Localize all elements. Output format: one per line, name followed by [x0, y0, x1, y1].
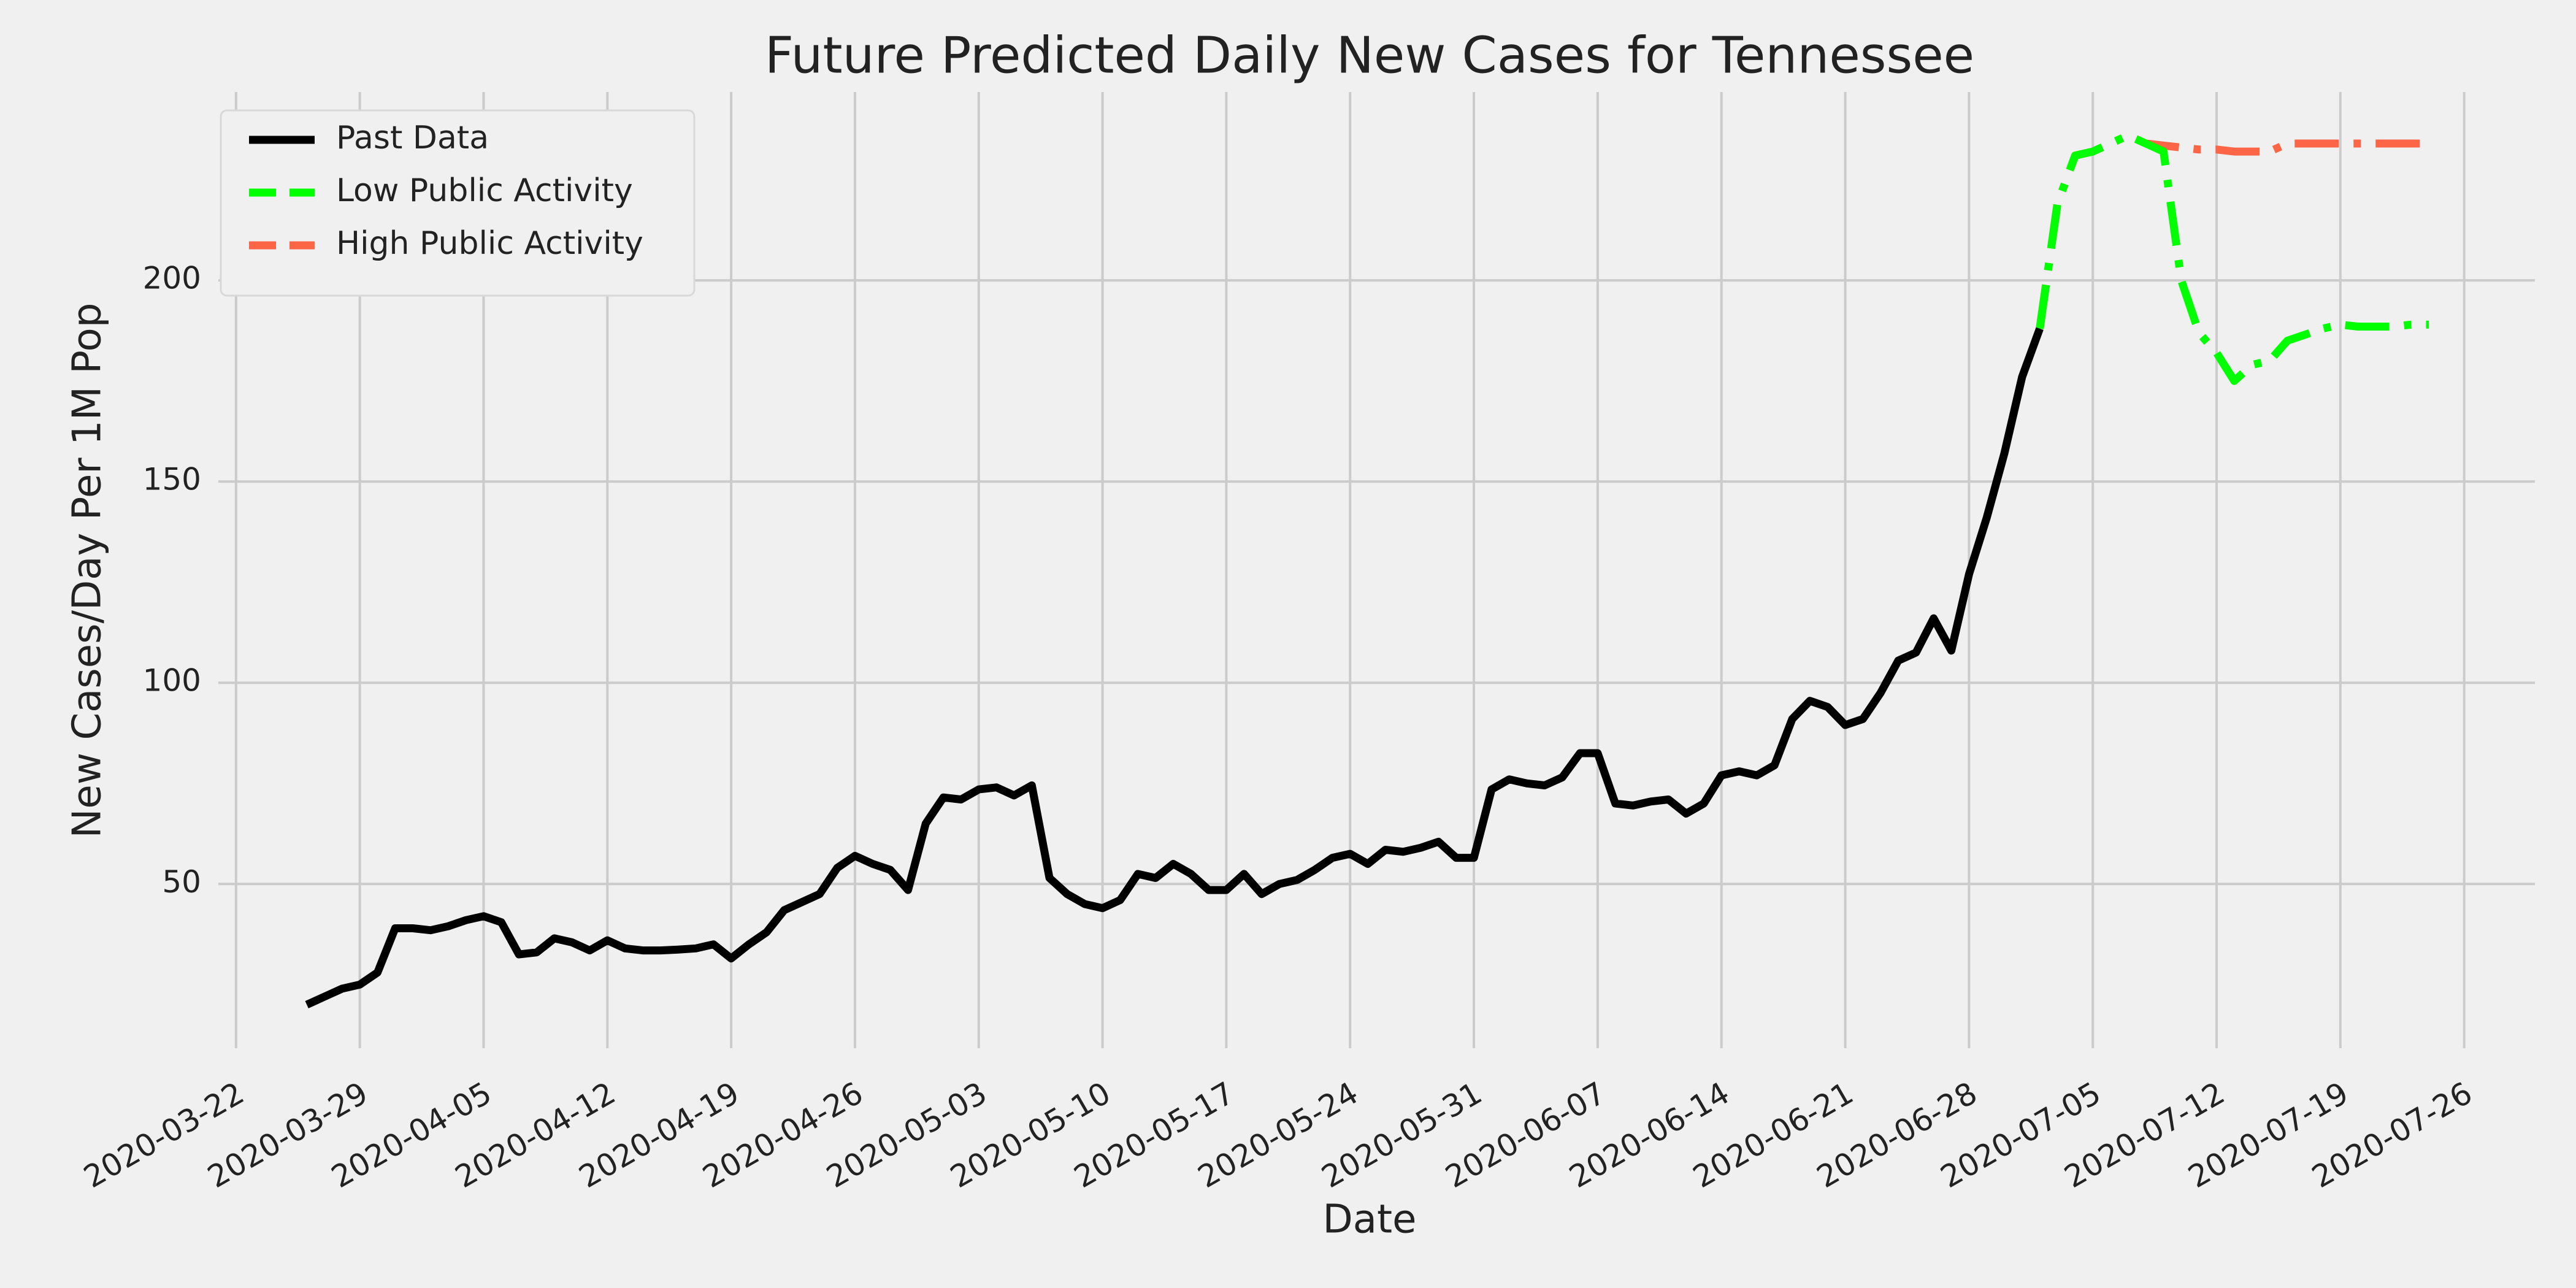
legend-label: Low Public Activity [336, 172, 633, 209]
y-axis-label: New Cases/Day Per 1M Pop [65, 303, 110, 838]
series-line [2036, 131, 2429, 385]
series-line [305, 327, 2044, 1009]
plot-lines [305, 131, 2429, 1009]
legend-box [220, 109, 696, 297]
y-tick-label: 50 [162, 864, 201, 900]
legend-label: Past Data [336, 120, 489, 156]
y-tick-label: 150 [143, 462, 201, 497]
chart-title: Future Predicted Daily New Cases for Ten… [765, 26, 1974, 85]
series-line [2036, 131, 2429, 329]
y-tick-label: 100 [143, 663, 201, 699]
y-tick-label: 200 [143, 261, 201, 296]
x-axis-label: Date [1323, 1197, 1417, 1243]
legend-label: High Public Activity [336, 225, 643, 262]
legend: Past Data Low Public Activity High Public … [220, 109, 696, 297]
